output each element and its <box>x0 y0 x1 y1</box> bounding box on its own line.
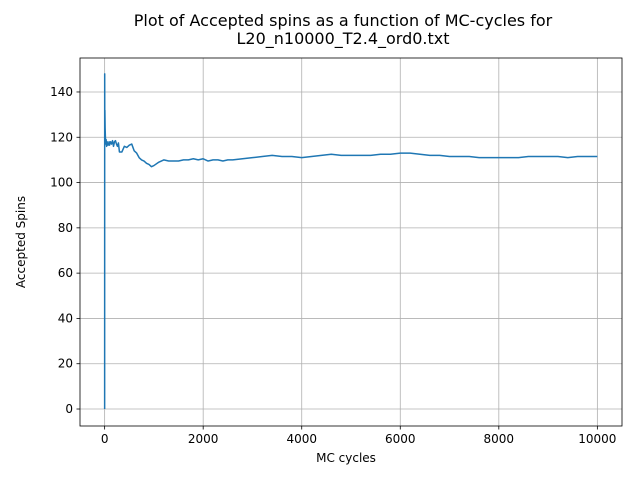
chart-title-line-2: L20_n10000_T2.4_ord0.txt <box>236 29 449 49</box>
series-lines <box>103 73 598 410</box>
x-tick-label: 0 <box>101 432 109 446</box>
x-tick-label: 4000 <box>286 432 317 446</box>
y-tick-label: 140 <box>50 85 73 99</box>
x-tick-label: 8000 <box>484 432 515 446</box>
x-tick-label: 10000 <box>578 432 616 446</box>
x-tick-label: 2000 <box>188 432 219 446</box>
y-tick-label: 20 <box>58 357 73 371</box>
chart-title-line-1: Plot of Accepted spins as a function of … <box>134 11 553 30</box>
x-tick-label: 6000 <box>385 432 416 446</box>
y-tick-label: 40 <box>58 311 73 325</box>
axis-ticks: 0 2000 4000 6000 8000 10000 0 20 40 60 80 100 120 140 <box>50 85 616 446</box>
y-tick-label: 80 <box>58 221 73 235</box>
y-tick-label: 60 <box>58 266 73 280</box>
y-axis-label: Accepted Spins <box>14 196 28 288</box>
y-tick-label: 0 <box>65 402 73 416</box>
y-tick-label: 100 <box>50 176 73 190</box>
plot-area-frame <box>79 57 623 427</box>
grid-lines <box>80 58 622 426</box>
y-tick-label: 120 <box>50 130 73 144</box>
series-line-0 <box>103 73 598 410</box>
x-axis-label: MC cycles <box>316 451 376 465</box>
